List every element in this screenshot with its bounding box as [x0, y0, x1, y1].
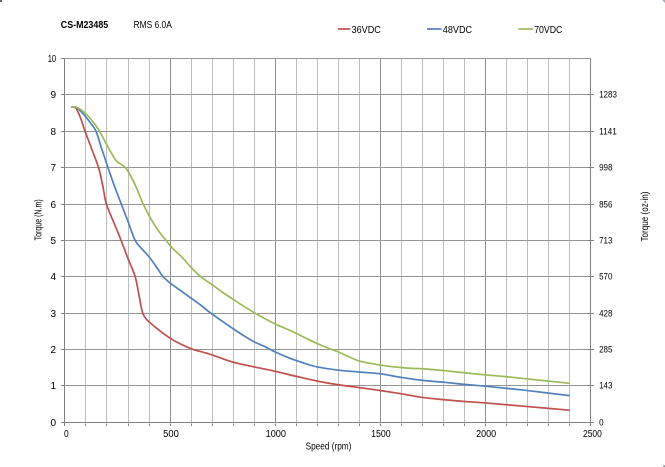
- svg-text:500: 500: [163, 429, 179, 440]
- svg-text:0: 0: [64, 429, 69, 440]
- svg-text:2: 2: [51, 345, 57, 356]
- svg-text:285: 285: [599, 345, 612, 355]
- svg-text:1500: 1500: [371, 429, 391, 440]
- svg-text:RMS 6.0A: RMS 6.0A: [134, 20, 173, 31]
- svg-text:10: 10: [48, 54, 57, 65]
- svg-text:7: 7: [51, 163, 57, 174]
- svg-text:36VDC: 36VDC: [352, 25, 381, 36]
- svg-text:5: 5: [51, 236, 57, 247]
- svg-text:998: 998: [599, 163, 612, 173]
- svg-text:Torque (oz-in): Torque (oz-in): [640, 192, 651, 242]
- svg-text:1000: 1000: [266, 429, 287, 440]
- svg-text:1283: 1283: [599, 90, 617, 100]
- svg-text:70VDC: 70VDC: [534, 25, 562, 36]
- svg-text:2500: 2500: [583, 429, 602, 440]
- svg-text:4: 4: [51, 272, 57, 283]
- svg-text:143: 143: [599, 381, 612, 391]
- svg-text:2000: 2000: [476, 429, 496, 440]
- svg-text:9: 9: [51, 90, 57, 101]
- svg-text:Torque (N.m): Torque (N.m): [34, 199, 45, 240]
- svg-text:713: 713: [599, 236, 612, 246]
- svg-text:428: 428: [599, 309, 612, 319]
- svg-text:0: 0: [599, 418, 603, 428]
- svg-text:Speed (rpm): Speed (rpm): [306, 441, 352, 452]
- svg-text:48VDC: 48VDC: [443, 25, 472, 36]
- svg-text:0: 0: [51, 418, 57, 429]
- svg-text:1141: 1141: [599, 127, 617, 137]
- svg-text:1: 1: [51, 381, 57, 392]
- svg-text:856: 856: [599, 200, 612, 210]
- svg-text:3: 3: [51, 309, 57, 320]
- svg-text:CS-M23485: CS-M23485: [61, 20, 109, 31]
- svg-text:570: 570: [599, 272, 612, 282]
- svg-text:6: 6: [51, 200, 57, 211]
- svg-text:8: 8: [51, 127, 57, 138]
